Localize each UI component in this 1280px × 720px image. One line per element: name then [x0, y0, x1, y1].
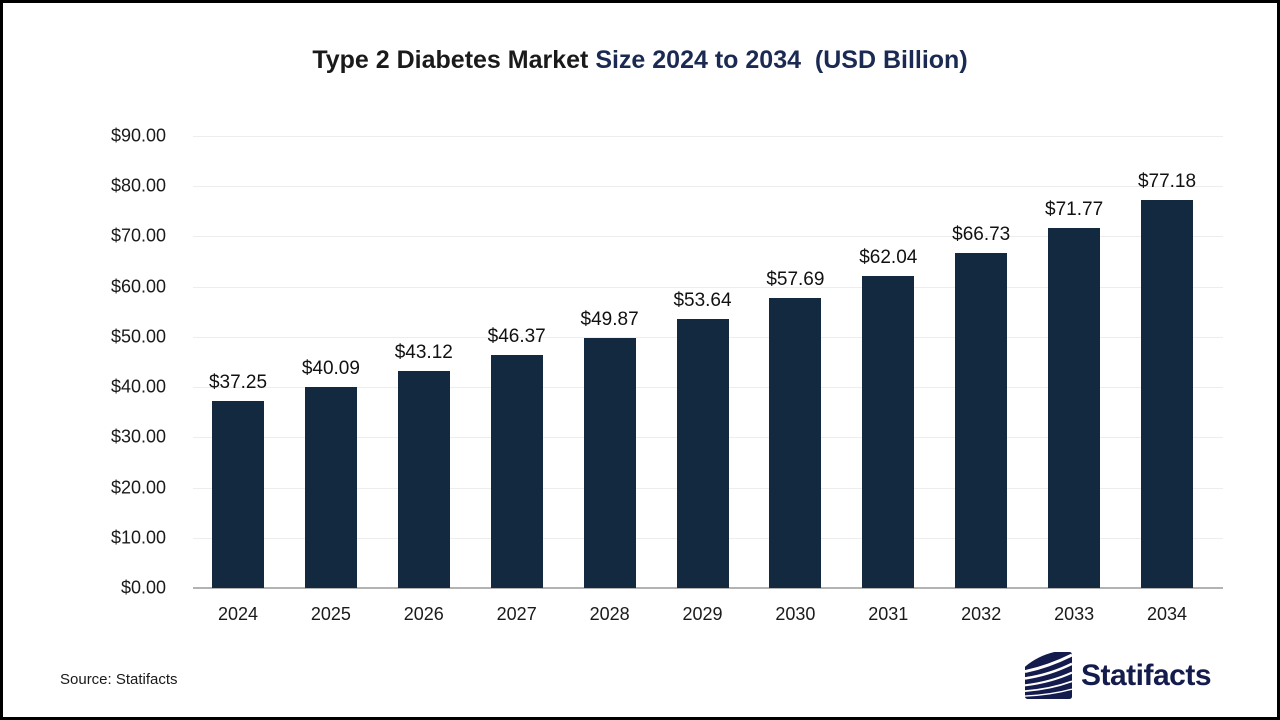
x-axis-tick-label: 2028: [589, 604, 630, 624]
source-text: Source: Statifacts: [60, 671, 178, 688]
x-axis-line: [193, 587, 1223, 589]
y-axis-tick-label: $20.00: [110, 477, 166, 498]
y-axis-tick-label: $60.00: [110, 276, 166, 297]
bar-value-label: $40.09: [301, 357, 360, 379]
bar-value-label: $37.25: [208, 371, 268, 393]
y-axis-tick-label: $40.00: [110, 376, 166, 397]
x-axis-tick-label: 2029: [682, 604, 723, 624]
plot-area: $37.25 2024 $40.09 2025 $43.12 2026 $46.37 2027…: [192, 136, 1223, 624]
chart-title: Type 2 Diabetes Market Size 2024 to 2034…: [3, 46, 1277, 75]
y-axis-tick-label: $90.00: [110, 125, 166, 146]
bar-value-label: $62.04: [859, 247, 918, 269]
bar-group-2031: $62.04 2031: [842, 136, 934, 624]
bar-2029: [676, 318, 729, 588]
x-axis-tick-label: 2027: [496, 604, 537, 624]
y-gridline: [193, 286, 1223, 288]
y-gridline: [193, 186, 1223, 188]
chart-title-accent-part: Size 2024 to 2034 (USD Billion): [595, 46, 968, 74]
bar-2026: [397, 371, 450, 588]
bar-2025: [304, 386, 357, 588]
y-gridline: [193, 136, 1223, 137]
bar-chart: $37.25 2024 $40.09 2025 $43.12 2026 $46.37 2027…: [3, 126, 1277, 646]
bar-group-2027: $46.37 2027: [471, 136, 563, 624]
bar-value-label: $46.37: [487, 326, 546, 348]
x-axis-tick-label: 2024: [217, 604, 259, 624]
bar-2027: [490, 355, 543, 588]
x-axis-tick-label: 2034: [1146, 604, 1188, 624]
bar-value-label: $71.77: [1045, 198, 1104, 220]
y-axis-tick-label: $0.00: [120, 577, 166, 598]
bar-2032: [955, 252, 1008, 588]
bar-group-2029: $53.64 2029: [657, 136, 749, 624]
bar-2030: [769, 298, 822, 588]
bar-group-2024: $37.25 2024: [192, 136, 284, 624]
y-axis-tick-label: $10.00: [110, 527, 166, 548]
y-gridline: [193, 236, 1223, 238]
bar-group-2028: $49.87 2028: [564, 136, 656, 624]
bar-2034: [1141, 200, 1193, 588]
x-axis-tick-label: 2026: [403, 604, 444, 624]
bar-2024: [212, 400, 264, 588]
bar-group-2025: $40.09 2025: [285, 136, 377, 624]
bar-group-2032: $66.73 2032: [935, 136, 1027, 624]
chart-title-dark-part: Type 2 Diabetes Market: [312, 46, 596, 74]
bar-value-label: $43.12: [394, 342, 453, 364]
x-axis-tick-label: 2031: [868, 604, 909, 624]
bar-value-label: $66.73: [952, 223, 1011, 245]
bar-2031: [862, 276, 915, 588]
y-axis-tick-label: $50.00: [110, 326, 166, 347]
x-axis-tick-label: 2032: [961, 604, 1002, 624]
bar-group-2026: $43.12 2026: [378, 136, 470, 624]
x-axis-tick-label: 2025: [310, 604, 351, 624]
x-axis-tick-label: 2030: [775, 604, 816, 624]
bar-2033: [1048, 227, 1101, 588]
bar-group-2033: $71.77 2033: [1028, 136, 1120, 624]
bar-group-2030: $57.69 2030: [749, 136, 841, 624]
bar-group-2034: $77.18 2034: [1121, 136, 1213, 624]
x-axis-tick-label: 2033: [1054, 604, 1095, 624]
bar-value-label: $57.69: [766, 269, 825, 291]
bar-2028: [583, 337, 636, 588]
y-axis-tick-label: $80.00: [110, 175, 166, 196]
bar-value-label: $49.87: [580, 308, 639, 330]
y-axis-tick-label: $30.00: [110, 426, 166, 447]
statifacts-logo-text: Statifacts: [1080, 658, 1212, 692]
statifacts-logo: Statifacts: [1024, 652, 1212, 699]
y-axis-tick-label: $70.00: [110, 225, 166, 246]
bar-value-label: $53.64: [673, 289, 732, 311]
bar-value-label: $77.18: [1137, 171, 1197, 193]
statifacts-logo-icon: [1024, 652, 1073, 699]
